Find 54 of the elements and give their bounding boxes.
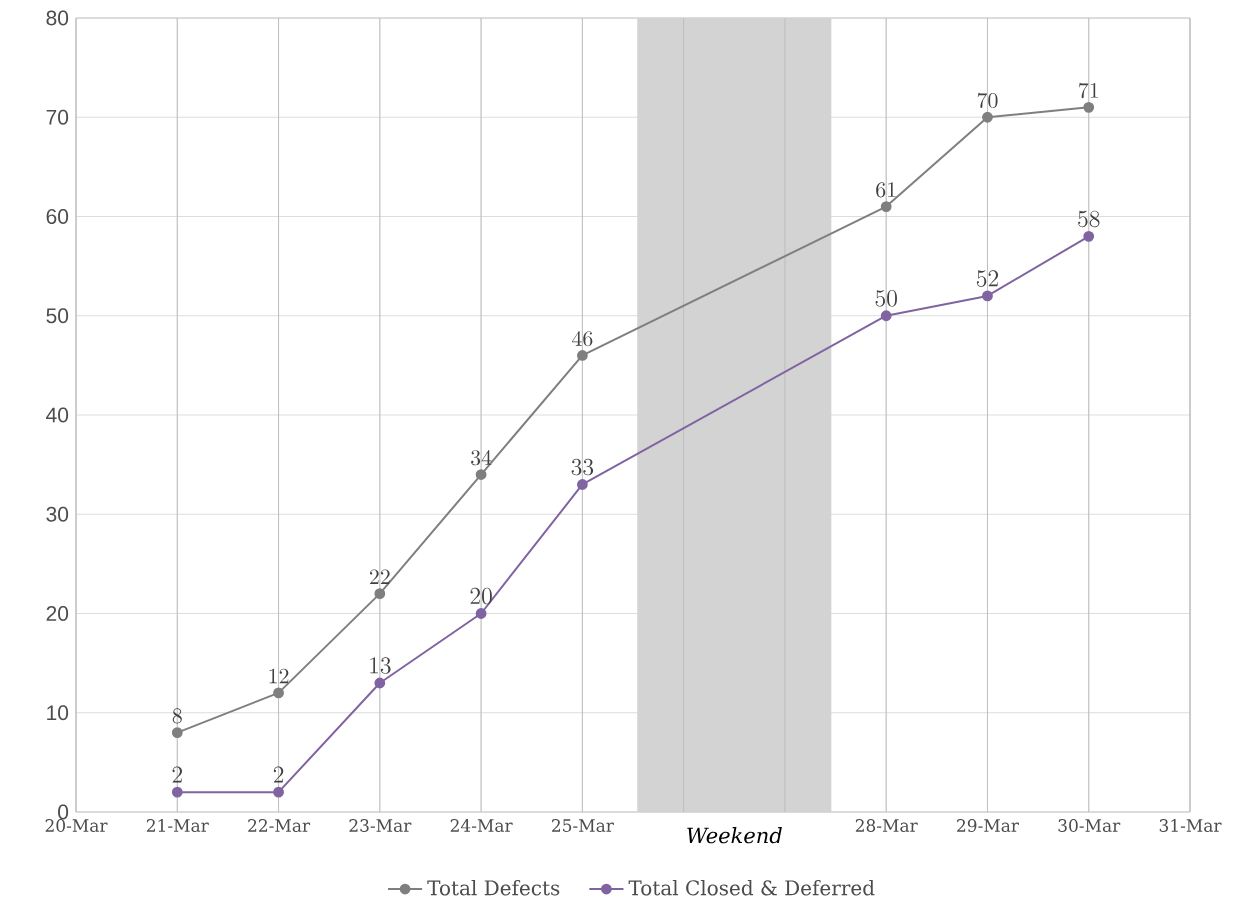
data-label: 8 xyxy=(172,708,182,724)
point xyxy=(475,608,487,619)
point xyxy=(171,786,183,798)
data-label: 33 xyxy=(571,458,594,476)
point xyxy=(880,201,892,212)
y-tick-label: 10 xyxy=(47,705,69,721)
data-label: 34 xyxy=(471,449,492,466)
x-tick-label: 21-Mar xyxy=(146,819,209,832)
x-tick-label: 24-Mar xyxy=(450,819,513,832)
data-label: 71 xyxy=(1079,82,1098,99)
data-label: 46 xyxy=(572,330,593,347)
point xyxy=(576,479,588,490)
x-tick-label: 25-Mar xyxy=(552,819,614,832)
band-label: Weekend xyxy=(687,827,782,844)
data-label: 20 xyxy=(470,587,492,605)
data-label: 58 xyxy=(1078,210,1100,228)
data-label: 2 xyxy=(273,766,284,783)
x-tick-label: 22-Mar xyxy=(248,819,311,832)
point xyxy=(475,469,487,480)
point xyxy=(171,727,183,738)
point xyxy=(982,111,993,123)
x-tick-label: 23-Mar xyxy=(349,819,412,832)
point xyxy=(880,310,892,322)
point xyxy=(576,349,588,361)
point xyxy=(1083,230,1095,242)
y-tick-label: 40 xyxy=(46,407,69,423)
y-tick-label: 50 xyxy=(46,308,69,324)
y-tick-label: 80 xyxy=(46,10,69,26)
y-tick-label: 0 xyxy=(58,804,69,820)
x-tick-label: 30-Mar xyxy=(1058,819,1121,832)
point xyxy=(273,786,284,798)
data-label: 70 xyxy=(977,92,998,108)
data-label: 12 xyxy=(269,668,289,684)
point xyxy=(982,290,993,302)
y-tick-label: 70 xyxy=(46,109,69,125)
y-tick-label: 30 xyxy=(46,506,69,522)
legend-label: Total Defects xyxy=(427,879,560,896)
x-tick-label: 20-Mar xyxy=(45,819,108,832)
point xyxy=(1083,101,1095,113)
point xyxy=(374,677,386,689)
y-tick-label: 60 xyxy=(46,209,69,224)
data-label: 50 xyxy=(875,290,897,307)
data-label: 2 xyxy=(172,766,182,783)
data-label: 61 xyxy=(876,182,896,198)
x-tick-label: 29-Mar xyxy=(957,819,1019,832)
point xyxy=(374,588,386,599)
data-label: 22 xyxy=(369,569,390,584)
y-tick-label: 20 xyxy=(46,606,69,621)
data-label: 52 xyxy=(976,270,999,287)
x-tick-label: 28-Mar xyxy=(855,819,918,832)
data-label: 13 xyxy=(370,657,391,674)
legend-label: Total Closed & Deferred xyxy=(628,879,875,896)
x-tick-label: 31-Mar xyxy=(1159,819,1222,832)
point xyxy=(273,687,284,699)
